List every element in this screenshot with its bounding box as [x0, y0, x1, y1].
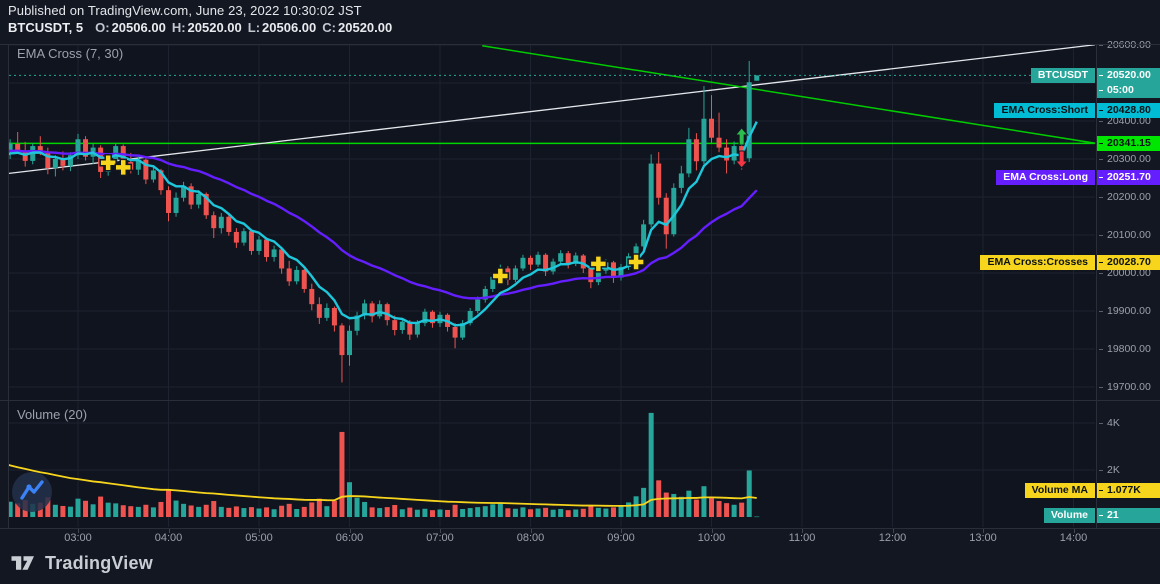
time-tick-mark: [440, 529, 441, 533]
time-tick-label: 13:00: [969, 532, 997, 544]
ohlc-values: O: 20506.00 H: 20520.00 L: 20506.00 C: 20520.00: [89, 20, 392, 35]
ohlc-value: 20506.00: [262, 20, 317, 35]
time-axis[interactable]: 03:00 04:00 05:00 06:00 07:00 08:00 09:00 10:00…: [0, 529, 1160, 547]
ema-long-line: [9, 149, 758, 300]
published-caption: Published on TradingView.com, June 23, 2…: [8, 3, 362, 18]
time-tick-mark: [983, 529, 984, 533]
ohlc-key: C:: [322, 20, 336, 35]
time-tick-label: 06:00: [335, 532, 364, 544]
plot-layers: [9, 45, 1096, 527]
volume-ma-line: [9, 464, 757, 507]
tradingview-logo-icon[interactable]: [10, 551, 37, 575]
time-tick-mark: [530, 529, 532, 533]
time-tick-label: 09:00: [607, 532, 635, 544]
time-tick-label: 03:00: [64, 532, 92, 544]
price-tick-label: 20300.00: [1097, 153, 1160, 166]
indicator-label-volume[interactable]: Volume (20): [17, 407, 88, 422]
snapshot-watermark-icon: [12, 472, 52, 512]
volume-tick-label: 2K: [1097, 464, 1160, 477]
scale-value-badge: 20251.70: [1097, 169, 1160, 185]
time-tick-mark: [168, 529, 170, 533]
ohlc-value: 20506.00: [111, 20, 166, 35]
chart-left-border: [8, 44, 9, 528]
price-tick-label: 19700.00: [1097, 381, 1160, 394]
time-tick-label: 12:00: [878, 532, 907, 544]
time-tick-mark: [892, 529, 894, 533]
symbol-ohlc-row: BTCUSDT, 5 O: 20506.00 H: 20520.00 L: 20506.00…: [8, 20, 392, 35]
time-tick-label: 07:00: [426, 532, 454, 544]
candles-layer: [9, 60, 760, 383]
time-tick-mark: [1073, 529, 1075, 533]
time-tick-label: 05:00: [245, 532, 273, 544]
volume-bars: [9, 412, 760, 518]
scale-value-badge: 20028.70: [1097, 254, 1160, 270]
time-axis-border: [0, 528, 1160, 529]
ohlc-key: O:: [95, 20, 110, 35]
pane-divider[interactable]: [0, 400, 1160, 401]
price-tick-label: 20400.00: [1097, 115, 1160, 128]
scale-value-badge: 20341.15: [1097, 135, 1160, 151]
chart-top-border: [0, 44, 1160, 45]
trend-line-green[interactable]: [482, 45, 1096, 144]
down-arrow-signal-icon: [734, 150, 749, 169]
time-tick-mark: [78, 529, 79, 533]
time-tick-mark: [711, 529, 713, 533]
tradingview-brand-text[interactable]: TradingView: [45, 552, 153, 573]
price-tick-label: 19800.00: [1097, 343, 1160, 356]
trend-line-white[interactable]: [9, 45, 1096, 175]
time-tick-label: 04:00: [154, 532, 183, 544]
ohlc-value: 20520.00: [187, 20, 242, 35]
time-tick-label: 10:00: [697, 532, 726, 544]
symbol-interval: BTCUSDT, 5: [8, 20, 84, 35]
chart-plot-area[interactable]: [0, 0, 1096, 546]
up-arrow-signal-icon: [734, 127, 749, 146]
price-tick-label: 20600.00: [1097, 39, 1160, 52]
scale-value-badge: 05:00: [1097, 82, 1160, 98]
time-tick-label: 08:00: [516, 532, 545, 544]
plot-background: [8, 44, 1096, 528]
price-tick-label: 20100.00: [1097, 229, 1160, 242]
grid-lines: [9, 45, 1095, 527]
price-tick-label: 20200.00: [1097, 191, 1160, 204]
footer: TradingView: [10, 551, 153, 575]
time-tick-label: 14:00: [1059, 532, 1088, 544]
time-tick-mark: [621, 529, 622, 533]
time-tick-mark: [802, 529, 803, 533]
scale-value-badge: 20520.00: [1097, 67, 1160, 83]
scale-value-badge: 20428.80: [1097, 102, 1160, 118]
indicator-label-ema-cross[interactable]: EMA Cross (7, 30): [17, 46, 124, 61]
ohlc-key: H:: [171, 20, 186, 35]
scale-value-badge: 1.077K: [1097, 482, 1160, 498]
scale-value-badge: 21: [1097, 507, 1160, 523]
price-scale[interactable]: 20600.0020500.0020400.0020300.0020200.00…: [1096, 39, 1160, 528]
price-tick-label: 19900.00: [1097, 305, 1160, 318]
time-tick-mark: [349, 529, 351, 533]
ema-cross-markers: [99, 154, 645, 285]
ohlc-value: 20520.00: [338, 20, 393, 35]
price-tick-label: 20000.00: [1097, 267, 1160, 280]
ohlc-key: L:: [247, 20, 261, 35]
time-tick-label: 11:00: [788, 532, 816, 544]
volume-tick-label: 4K: [1097, 417, 1160, 430]
time-tick-mark: [259, 529, 260, 533]
